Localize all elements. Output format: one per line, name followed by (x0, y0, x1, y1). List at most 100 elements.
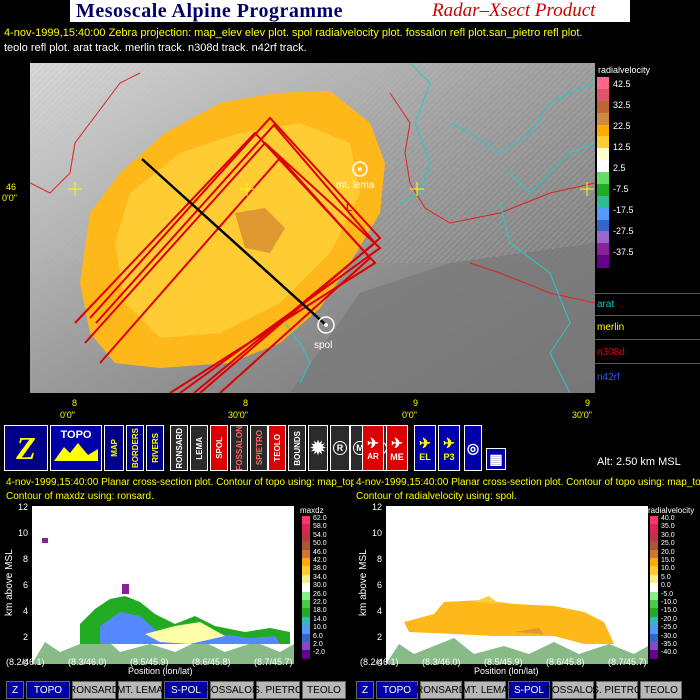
colorbar-swatch (650, 616, 658, 626)
ar-button[interactable]: ✈ AR (362, 425, 384, 471)
lon-label-2-min: 30'0" (228, 410, 248, 420)
left-xsect-plot[interactable] (0, 504, 350, 681)
colorbar-swatch (302, 633, 310, 643)
colorbar-swatch (650, 608, 658, 617)
legend-tick: 32.5 (613, 100, 631, 110)
colorbar-swatch (650, 625, 658, 634)
legend-swatch (597, 183, 609, 197)
ytick: 2 (376, 632, 382, 642)
bounds-button[interactable]: BOUNDS (288, 425, 306, 471)
right-xlabel: Position (lon/lat) (474, 666, 539, 676)
bottom-button-mt-lema[interactable]: MT. LEMA (117, 681, 163, 699)
colorbar-swatch (650, 516, 658, 525)
borders-button[interactable]: BORDERS (126, 425, 144, 471)
colorbar-swatch (302, 549, 310, 559)
site-mt-lema-icon[interactable] (352, 161, 368, 177)
header-line-1: 4-nov-1999,15:40:00 Zebra projection: ma… (4, 27, 583, 39)
legend-tick: -7.5 (613, 184, 629, 194)
legend-swatch (597, 172, 609, 185)
colorbar-tick: 0.0 (661, 582, 671, 590)
bottom-button-s-pietro[interactable]: S. PIETRO (253, 681, 303, 699)
bottom-button-fossalon[interactable]: FOSSALON (546, 681, 600, 699)
bottom-button-s-pol[interactable]: S-POL (508, 681, 550, 699)
colorbar-swatch (650, 583, 658, 592)
me-button[interactable]: ✈ ME (386, 425, 408, 471)
colorbar-tick: 34.0 (313, 573, 327, 581)
bottom-button-z[interactable]: Z (356, 681, 374, 699)
colorbar-tick: -20.0 (661, 615, 677, 623)
aircraft-toolbar: ✈ AR ✈ ME ✈ EL ✈ P3 ◎ (362, 425, 484, 473)
track-arat[interactable]: arat (597, 299, 615, 310)
xtick: (8.3/46.0) (422, 657, 461, 667)
left-xsect-line2: Contour of maxdz using: ronsard. (6, 491, 154, 502)
lon-label-3: 9 (413, 398, 419, 408)
bottom-button-z[interactable]: Z (6, 681, 24, 699)
right-xsect-plot[interactable] (354, 504, 700, 681)
el-button[interactable]: ✈ EL (414, 425, 436, 471)
colorbar-tick: 35.0 (661, 523, 675, 531)
rivers-button[interactable]: RIVERS (146, 425, 164, 471)
bottom-button-ronsard[interactable]: RONSARD (416, 681, 466, 699)
legend-swatch (597, 100, 609, 114)
colorbar-swatch (650, 566, 658, 575)
colorbar-tick: 2.0 (313, 641, 323, 648)
colorbar-swatch (302, 532, 310, 542)
target-icon[interactable]: ◎ (464, 425, 482, 471)
colorbar-swatch (302, 600, 310, 609)
colorbar-tick: 42.0 (313, 557, 327, 564)
colorbar-tick: 62.0 (313, 515, 327, 522)
left-xsect-line1: 4-nov-1999,15:40:00 Planar cross-section… (6, 477, 365, 488)
colorbar-swatch (650, 541, 658, 550)
colorbar-tick: -35.0 (661, 641, 677, 648)
left-scale-title: maxdz (300, 506, 324, 515)
lema-button[interactable]: LEMA (190, 425, 208, 471)
colorbar-tick: -2.0 (313, 649, 326, 657)
track-n308d[interactable]: n308d (597, 347, 625, 358)
colorbar-swatch (650, 633, 658, 643)
bottom-button-topo[interactable]: TOPO (26, 681, 70, 699)
spol-button[interactable]: SPOL (210, 425, 228, 471)
legend-swatch (597, 243, 609, 256)
spietro-button[interactable]: SPIETRO (250, 425, 268, 471)
radar-r-button[interactable]: R (330, 425, 350, 471)
legend-tick: -27.5 (613, 226, 634, 236)
radar-map[interactable]: mt. lema spol L (30, 63, 595, 393)
site-spol-icon[interactable] (317, 316, 335, 334)
colorbar-tick: -40.0 (661, 649, 677, 657)
topo-button[interactable]: TOPO (50, 425, 102, 471)
grid-icon[interactable]: ▦ (486, 448, 506, 470)
lon-label-4-min: 30'0" (572, 410, 592, 420)
bottom-button-s-pol[interactable]: S-POL (164, 681, 208, 699)
xtick: (8.5/45.9) (130, 657, 169, 667)
bottom-button-topo[interactable]: TOPO (376, 681, 418, 699)
track-merlin[interactable]: merlin (597, 322, 625, 333)
colorbar-tick: 6.0 (313, 632, 323, 640)
ronsard-button[interactable]: RONSARD (170, 425, 188, 471)
bottom-button-ronsard[interactable]: RONSARD (69, 681, 119, 699)
map-canvas (30, 63, 595, 393)
bottom-button-teolo[interactable]: TEOLO (640, 681, 682, 699)
bottom-button-fossalon[interactable]: FOSSALON (205, 681, 259, 699)
colorbar-swatch (302, 650, 310, 659)
z-button[interactable]: Z (4, 425, 48, 471)
xtick: (8.7/45.7) (608, 657, 647, 667)
gear-icon[interactable]: ✹ (308, 425, 328, 471)
ytick: 8 (22, 554, 28, 564)
bottom-button-mt-lema[interactable]: MT. LEMA (462, 681, 508, 699)
colorbar-swatch (302, 558, 310, 567)
map-button[interactable]: MAP (104, 425, 124, 471)
bottom-button-teolo[interactable]: TEOLO (302, 681, 346, 699)
p3-button[interactable]: ✈ P3 (438, 425, 460, 471)
bottom-button-s-pietro[interactable]: S. PIETRO (592, 681, 642, 699)
ytick: 0 (22, 658, 28, 668)
ytick: 10 (371, 528, 382, 538)
colorbar-tick: -15.0 (661, 607, 677, 615)
fossalon-button[interactable]: FOSSALON (230, 425, 248, 471)
legend-tick: 22.5 (613, 121, 631, 131)
teolo-button[interactable]: TEOLO (268, 425, 286, 471)
lon-label-2: 8 (243, 398, 249, 408)
right-xsect-line2: Contour of radialvelocity using: spol. (356, 491, 517, 502)
track-n42rf[interactable]: n42rf (597, 372, 620, 383)
legend-tick: 12.5 (613, 142, 631, 152)
legend-colorbar (597, 77, 609, 268)
